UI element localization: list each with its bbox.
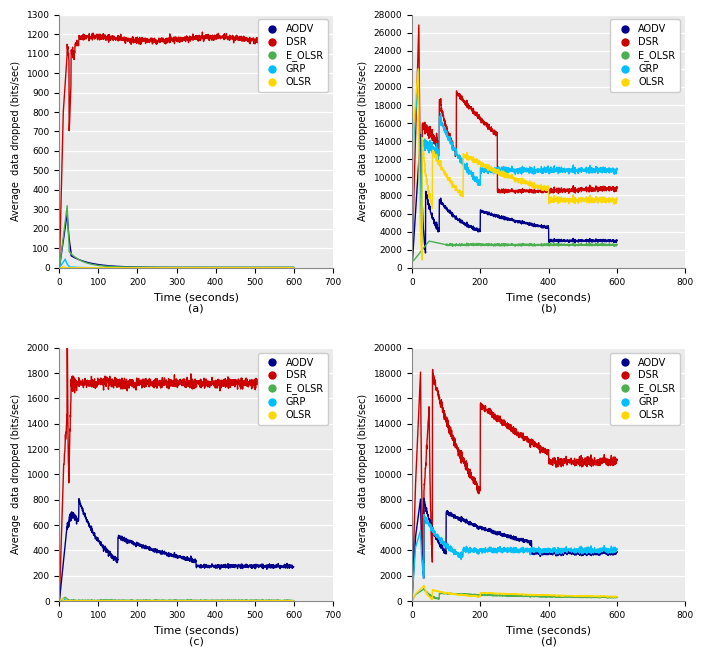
Legend: AODV, DSR, E_OLSR, GRP, OLSR: AODV, DSR, E_OLSR, GRP, OLSR — [257, 353, 328, 425]
Y-axis label: Average  data dropped (bits/sec): Average data dropped (bits/sec) — [358, 394, 368, 555]
Legend: AODV, DSR, E_OLSR, GRP, OLSR: AODV, DSR, E_OLSR, GRP, OLSR — [611, 353, 680, 425]
X-axis label: Time (seconds)
(d): Time (seconds) (d) — [506, 625, 591, 647]
Legend: AODV, DSR, E_OLSR, GRP, OLSR: AODV, DSR, E_OLSR, GRP, OLSR — [257, 20, 328, 91]
Y-axis label: Average  data dropped (bits/sec): Average data dropped (bits/sec) — [358, 61, 368, 221]
X-axis label: Time (seconds)
(b): Time (seconds) (b) — [506, 292, 591, 314]
Legend: AODV, DSR, E_OLSR, GRP, OLSR: AODV, DSR, E_OLSR, GRP, OLSR — [611, 20, 680, 91]
Y-axis label: Average  data dropped (bits/sec): Average data dropped (bits/sec) — [11, 394, 21, 555]
X-axis label: Time (seconds)
(c): Time (seconds) (c) — [154, 625, 238, 647]
Y-axis label: Average  data dropped (bits/sec): Average data dropped (bits/sec) — [11, 61, 21, 221]
X-axis label: Time (seconds)
(a): Time (seconds) (a) — [154, 292, 238, 314]
